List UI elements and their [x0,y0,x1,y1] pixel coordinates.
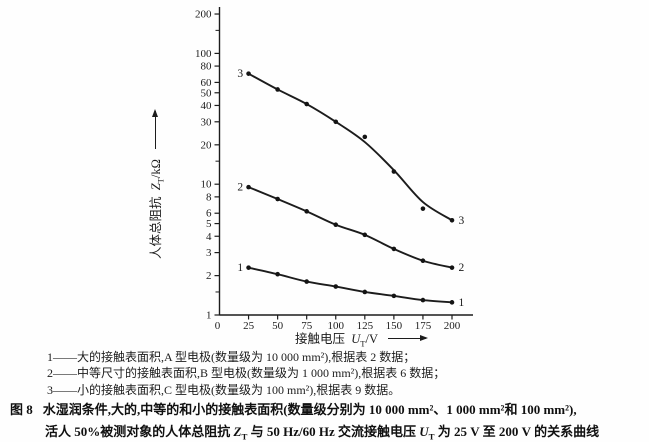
x-tick-label: 125 [357,320,374,332]
y-axis-variable-subscript: T [155,178,166,184]
x-axis-unit: /V [365,332,378,346]
x-tick-label: 100 [328,320,345,332]
x-axis-variable-subscript: T [360,338,366,349]
up-arrow-icon [155,110,157,149]
curve-3-point [420,206,426,211]
curve-3-point [391,169,397,174]
x-tick-label: 50 [272,320,284,332]
curve-2-label-left: 2 [237,182,243,194]
y-tick-label: 100 [195,48,212,60]
right-arrow-icon [387,335,428,342]
curve-2-point [333,222,339,228]
x-axis-label-text: 接触电压 [295,332,346,346]
curve-3-line [247,72,453,222]
curve-3-label-right: 3 [459,215,465,227]
curve-3-point [333,119,339,125]
curve-2-label-right: 2 [459,262,465,274]
x-tick-label: 75 [301,320,313,332]
curve-1-point [333,284,339,289]
curve-2-point [275,196,280,202]
curve-2-point [246,184,251,190]
legend-line-2: 2——中等尺寸的接触表面积,B 型电极(数量级为 1 000 mm²),根据表 … [47,366,446,381]
curve-1-point [275,271,280,277]
curve-1-point [391,293,397,299]
caption-line2-part3: 为 25 V 至 200 V 的关系曲线 [434,424,600,439]
curve-2-point [304,209,309,214]
y-tick-label: 3 [206,247,212,259]
caption-line1-text: 水湿润条件,大的,中等的和小的接触表面积(数量级分别为 10 000 mm²、1… [42,402,577,417]
x-tick-label: 200 [444,320,461,332]
figure-caption: 图 8 水湿润条件,大的,中等的和小的接触表面积(数量级分别为 10 000 mm… [0,399,649,442]
y-tick-label: 5 [206,218,212,230]
curve-3-label-left: 3 [237,68,243,80]
caption-line-1: 图 8 水湿润条件,大的,中等的和小的接触表面积(数量级分别为 10 000 mm… [0,399,649,418]
curve-2-line [247,186,453,269]
x-axis-variable: U [351,332,361,346]
curve-1-line [247,266,453,304]
curve-1-point [246,265,251,270]
curve-1-point [449,300,455,305]
curve-1-label-left: 1 [237,262,243,274]
x-axis-label: 接触电压 UT/V [295,332,428,349]
curve-legend: 1——大的接触表面积,A 型电极(数量级为 10 000 mm²),根据表 2 … [47,349,445,398]
x-tick-label: 0 [215,320,221,332]
curve-3-point [304,101,309,107]
legend-line-3: 3——小的接触表面积,C 型电极(数量级为 100 mm²),根据表 9 数据。 [47,382,401,397]
caption-line-2: 活人 50%被测对象的人体总阻抗 ZT 与 50 Hz/60 Hz 交流接触电压… [0,421,649,442]
curve-2-point [449,265,455,270]
y-tick-label: 2 [206,270,212,282]
y-tick-label: 20 [201,139,213,151]
caption-u-subscript: T [428,431,435,442]
y-axis-unit: /kΩ [149,159,163,179]
caption-u-variable: U [419,424,429,439]
y-axis-variable: Z [149,183,163,191]
curve-2-point [420,258,426,264]
y-tick-label: 6 [206,208,212,220]
curve-1-point [362,289,368,295]
x-tick-label: 150 [386,320,403,332]
y-tick-label: 40 [201,100,213,112]
y-tick-label: 4 [206,231,212,243]
caption-line2-part2: 与 50 Hz/60 Hz 交流接触电压 [247,424,420,439]
legend-line-1: 1——大的接触表面积,A 型电极(数量级为 10 000 mm²),根据表 2 … [47,350,416,364]
curve-3-point [275,87,280,92]
curve-3-point [362,134,368,140]
y-tick-label: 60 [201,77,213,89]
curve-3-point [449,217,455,223]
y-tick-label: 30 [201,116,213,128]
caption-z-variable: Z [233,424,242,439]
y-tick-label: 80 [201,61,213,73]
y-tick-label: 50 [201,87,213,99]
y-tick-label: 10 [201,179,213,191]
figure-number: 图 8 [10,402,33,417]
y-tick-label: 200 [195,9,212,21]
y-tick-label: 1 [206,310,212,322]
x-tick-label: 175 [415,320,432,332]
curve-1-point [420,297,426,303]
caption-z-subscript: T [241,431,248,442]
curve-3-point [246,71,251,76]
curve-1-label-right: 1 [459,297,465,309]
curve-1-point [304,279,309,284]
y-axis-label-text: 人体总阻抗 [149,196,163,260]
x-tick-label: 25 [243,320,255,332]
curve-2-point [362,232,368,238]
caption-line2-part1: 活人 50%被测对象的人体总阻抗 [45,424,234,439]
curve-2-point [391,246,397,252]
y-axis-label: 人体总阻抗 ZT/kΩ [148,102,166,268]
y-tick-label: 8 [206,191,212,203]
